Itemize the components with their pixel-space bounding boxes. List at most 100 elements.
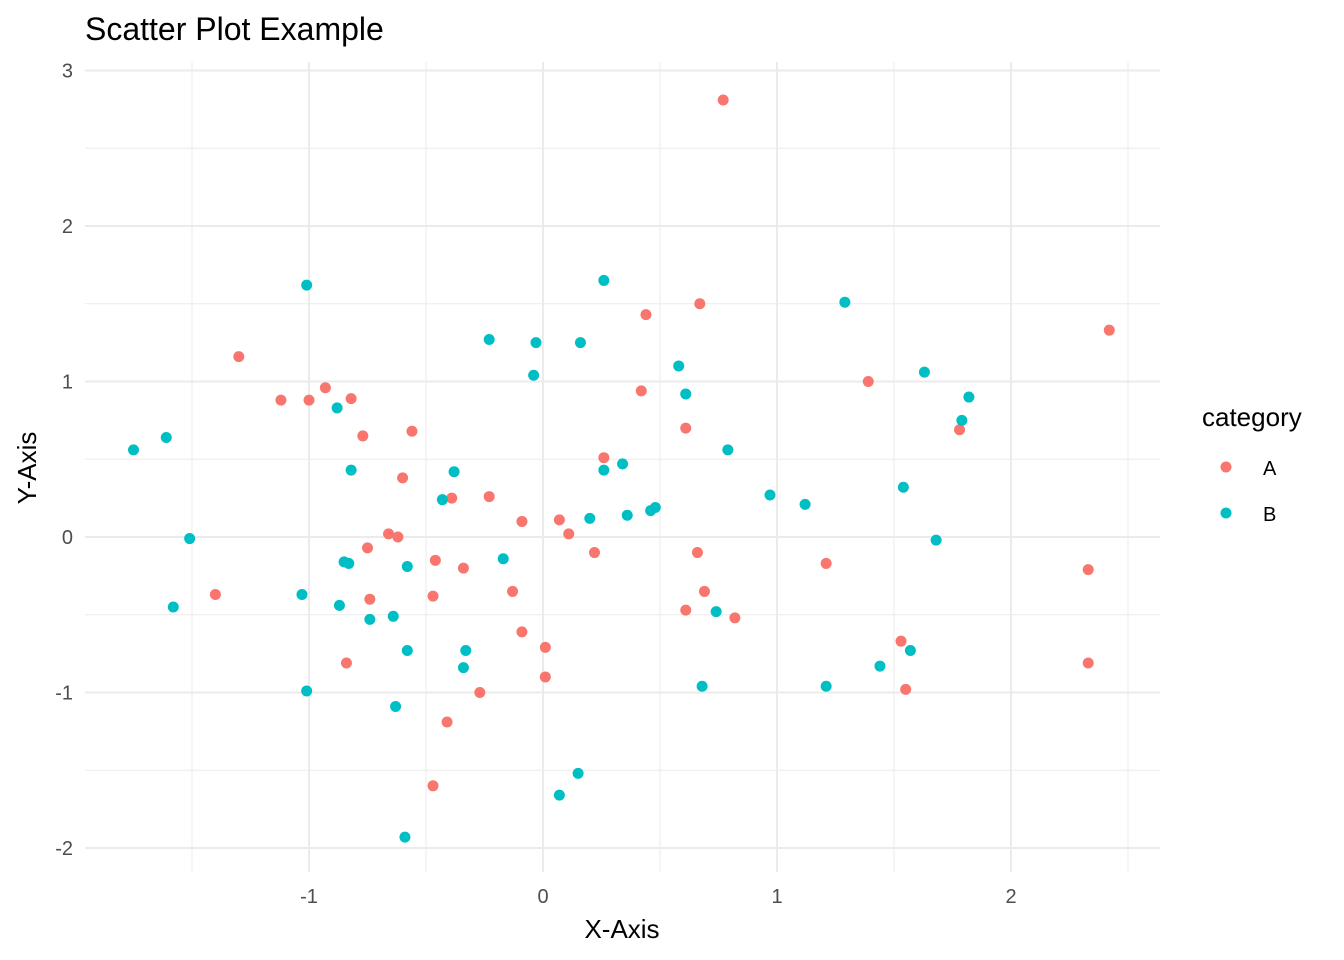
point-a [588, 547, 600, 559]
point-b [696, 680, 708, 692]
point-a [345, 393, 357, 405]
point-a [698, 585, 710, 597]
point-b [722, 444, 734, 456]
point-b [448, 466, 460, 478]
point-b [963, 391, 975, 403]
point-b [167, 601, 179, 613]
point-a [233, 351, 245, 363]
point-a [362, 542, 373, 554]
point-a [516, 515, 528, 527]
y-tick-label: 0 [62, 527, 73, 549]
y-tick-label: -1 [55, 683, 73, 705]
point-b [301, 279, 313, 291]
point-b [457, 662, 469, 674]
point-a [900, 683, 912, 695]
x-tick-label: -1 [300, 886, 318, 908]
point-b [364, 613, 376, 625]
point-a [717, 94, 729, 106]
y-tick-label: 1 [62, 372, 73, 394]
point-a [340, 657, 352, 669]
legend: category A B [1202, 402, 1302, 526]
point-a [539, 641, 551, 653]
point-b [874, 660, 886, 672]
point-b [333, 599, 345, 611]
point-a [539, 671, 551, 683]
point-b [528, 369, 540, 381]
point-a [457, 562, 469, 574]
point-b [331, 402, 343, 414]
legend-label-b: B [1263, 504, 1276, 526]
point-a [319, 382, 331, 394]
point-a [474, 687, 486, 698]
data-points [128, 94, 1115, 843]
point-a [694, 298, 706, 310]
point-a [680, 604, 692, 616]
point-a [507, 585, 519, 597]
point-b [301, 685, 313, 697]
minor-gridlines [85, 62, 1160, 872]
point-a [516, 626, 528, 638]
point-a [729, 612, 741, 624]
point-b [184, 533, 196, 545]
point-b [497, 553, 509, 565]
point-b [617, 458, 629, 470]
point-b [956, 414, 968, 426]
point-b [553, 789, 565, 801]
legend-key-b [1220, 507, 1232, 519]
point-b [673, 360, 685, 372]
point-a [427, 590, 439, 602]
point-b [572, 767, 584, 779]
point-b [460, 645, 472, 657]
point-b [390, 700, 402, 712]
y-axis-ticks: -2 -1 0 1 2 3 [55, 61, 73, 861]
point-a [429, 554, 441, 566]
point-a [1082, 564, 1094, 576]
point-b [574, 337, 586, 349]
legend-title: category [1202, 402, 1302, 432]
point-b [296, 589, 308, 601]
point-b [343, 557, 355, 569]
point-a [862, 376, 874, 387]
point-b [897, 481, 909, 493]
point-a [553, 514, 565, 526]
point-a [397, 472, 409, 484]
point-b [839, 296, 851, 308]
point-a [357, 430, 369, 442]
point-b [530, 337, 542, 349]
point-a [895, 635, 907, 647]
point-a [691, 547, 703, 559]
y-axis-title: Y-Axis [12, 432, 42, 505]
point-b [621, 509, 633, 521]
point-b [930, 534, 942, 546]
point-a [640, 309, 652, 321]
x-tick-label: 1 [771, 886, 782, 908]
point-a [427, 780, 439, 792]
point-b [710, 606, 722, 618]
x-axis-ticks: -1 0 1 2 [300, 886, 1016, 908]
point-b [584, 512, 596, 524]
point-a [483, 491, 495, 503]
y-tick-label: 2 [62, 216, 73, 238]
major-gridlines [85, 62, 1160, 872]
point-b [401, 645, 413, 657]
point-a [598, 452, 610, 464]
point-a [275, 394, 287, 406]
y-tick-label: -2 [55, 838, 73, 860]
point-a [820, 557, 832, 569]
point-a [406, 425, 418, 437]
x-axis-title: X-Axis [584, 914, 659, 944]
point-a [392, 531, 404, 543]
x-tick-label: 2 [1005, 886, 1016, 908]
point-a [635, 385, 647, 397]
point-a [383, 528, 395, 540]
point-b [820, 680, 832, 692]
legend-key-a [1220, 461, 1232, 473]
point-b [598, 274, 610, 286]
point-a [364, 593, 376, 605]
point-b [436, 494, 448, 506]
point-a [303, 394, 315, 406]
point-a [1082, 657, 1094, 669]
point-b [918, 366, 930, 378]
y-tick-label: 3 [62, 61, 73, 83]
